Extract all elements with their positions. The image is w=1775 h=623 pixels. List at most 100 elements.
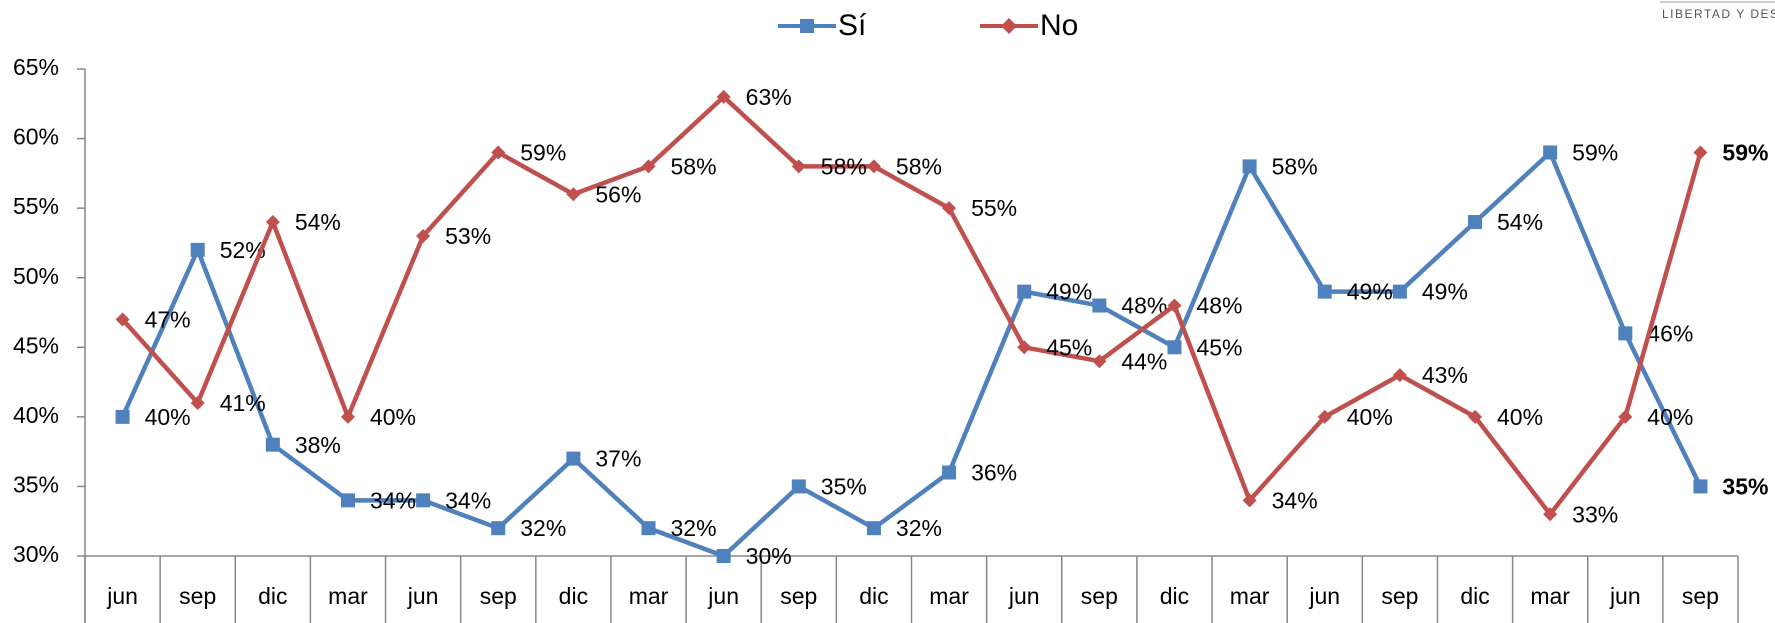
data-label: 54% bbox=[295, 209, 341, 235]
data-label: 40% bbox=[1347, 404, 1393, 430]
point-marker bbox=[190, 242, 205, 257]
corner-text: LIBERTAD Y DES bbox=[1662, 7, 1775, 21]
data-label: 35% bbox=[821, 474, 867, 500]
data-label: 47% bbox=[145, 307, 191, 333]
point-marker bbox=[566, 187, 581, 202]
series-line bbox=[120, 94, 1703, 517]
x-tick-label: jun bbox=[1008, 583, 1040, 609]
x-tick-label: mar bbox=[929, 583, 969, 609]
x-tick-label: sep bbox=[1081, 583, 1118, 609]
point-marker bbox=[416, 493, 431, 508]
point-marker bbox=[265, 215, 280, 230]
point-marker bbox=[716, 549, 731, 563]
point-marker bbox=[1167, 340, 1182, 355]
point-marker bbox=[115, 312, 130, 327]
x-tick-label: sep bbox=[480, 583, 517, 609]
point-marker bbox=[1543, 507, 1558, 522]
data-label: 59% bbox=[520, 140, 566, 166]
data-label: 49% bbox=[1347, 279, 1393, 305]
x-tick-label: mar bbox=[1230, 583, 1270, 609]
data-label: 32% bbox=[671, 515, 717, 541]
data-label: 58% bbox=[821, 153, 867, 179]
data-label: 34% bbox=[1272, 487, 1318, 513]
data-label: 45% bbox=[1046, 334, 1092, 360]
y-tick-label: 35% bbox=[13, 472, 59, 498]
data-label: 41% bbox=[220, 390, 266, 416]
point-marker bbox=[265, 437, 280, 452]
point-marker bbox=[1693, 145, 1708, 160]
data-label: 40% bbox=[1497, 404, 1543, 430]
series-line bbox=[120, 150, 1703, 559]
data-label: 32% bbox=[896, 515, 942, 541]
point-marker bbox=[1618, 409, 1633, 424]
x-tick-label: sep bbox=[1682, 583, 1719, 609]
x-tick-label: jun bbox=[1609, 583, 1641, 609]
point-marker bbox=[1392, 284, 1407, 299]
point-marker bbox=[791, 479, 806, 494]
point-marker bbox=[791, 159, 806, 174]
x-tick-label: jun bbox=[407, 583, 439, 609]
legend-label: No bbox=[1040, 9, 1078, 42]
data-label: 46% bbox=[1647, 320, 1693, 346]
x-tick-label: sep bbox=[780, 583, 817, 609]
point-marker bbox=[1317, 284, 1332, 299]
point-marker bbox=[1317, 409, 1332, 424]
x-tick-label: dic bbox=[258, 583, 287, 609]
data-label: 53% bbox=[445, 223, 491, 249]
point-marker bbox=[641, 159, 656, 174]
point-marker bbox=[716, 89, 731, 104]
legend-marker bbox=[1001, 18, 1017, 34]
point-marker bbox=[641, 521, 656, 536]
point-marker bbox=[416, 228, 431, 243]
y-tick-label: 65% bbox=[13, 54, 59, 80]
data-label: 59% bbox=[1572, 140, 1618, 166]
point-marker bbox=[1092, 354, 1107, 369]
x-tick-label: mar bbox=[1530, 583, 1570, 609]
data-label: 40% bbox=[1647, 404, 1693, 430]
data-label: 45% bbox=[1196, 334, 1242, 360]
y-tick-label: 40% bbox=[13, 402, 59, 428]
data-label: 40% bbox=[370, 404, 416, 430]
x-tick-label: dic bbox=[1160, 583, 1189, 609]
point-marker bbox=[491, 145, 506, 160]
point-marker bbox=[1017, 340, 1032, 355]
point-marker bbox=[1167, 298, 1182, 313]
point-marker bbox=[1618, 326, 1633, 341]
point-marker bbox=[1242, 493, 1257, 508]
point-marker bbox=[1242, 159, 1257, 174]
legend-marker bbox=[800, 19, 814, 33]
data-label: 34% bbox=[370, 487, 416, 513]
data-label: 48% bbox=[1196, 293, 1242, 319]
point-marker bbox=[1017, 284, 1032, 299]
x-tick-label: dic bbox=[859, 583, 888, 609]
data-label: 58% bbox=[1272, 153, 1318, 179]
y-tick-label: 45% bbox=[13, 332, 59, 358]
point-marker bbox=[942, 465, 957, 480]
x-tick-label: jun bbox=[707, 583, 739, 609]
point-marker bbox=[866, 159, 881, 174]
data-label: 32% bbox=[520, 515, 566, 541]
point-marker bbox=[942, 201, 957, 216]
point-marker bbox=[866, 521, 881, 536]
point-marker bbox=[1543, 145, 1558, 160]
point-marker bbox=[1693, 479, 1708, 494]
data-label: 55% bbox=[971, 195, 1017, 221]
data-label: 34% bbox=[445, 487, 491, 513]
point-marker bbox=[190, 395, 205, 410]
point-marker bbox=[491, 521, 506, 536]
data-label: 54% bbox=[1497, 209, 1543, 235]
data-label: 58% bbox=[896, 153, 942, 179]
data-label: 58% bbox=[671, 153, 717, 179]
point-marker bbox=[115, 409, 130, 424]
data-label: 49% bbox=[1046, 279, 1092, 305]
y-tick-label: 30% bbox=[13, 541, 59, 567]
x-tick-label: mar bbox=[328, 583, 368, 609]
x-tick-label: jun bbox=[106, 583, 138, 609]
data-label: 35% bbox=[1722, 474, 1768, 500]
x-tick-label: sep bbox=[179, 583, 216, 609]
y-tick-label: 55% bbox=[13, 193, 59, 219]
data-label: 36% bbox=[971, 460, 1017, 486]
point-marker bbox=[1092, 298, 1107, 313]
